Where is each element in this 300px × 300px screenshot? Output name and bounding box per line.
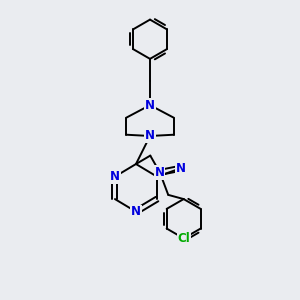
Text: N: N bbox=[155, 166, 165, 179]
Text: N: N bbox=[176, 162, 186, 175]
Text: N: N bbox=[145, 130, 155, 142]
Text: N: N bbox=[110, 170, 120, 183]
Text: N: N bbox=[145, 99, 155, 112]
Text: N: N bbox=[131, 205, 141, 218]
Text: Cl: Cl bbox=[177, 232, 190, 245]
